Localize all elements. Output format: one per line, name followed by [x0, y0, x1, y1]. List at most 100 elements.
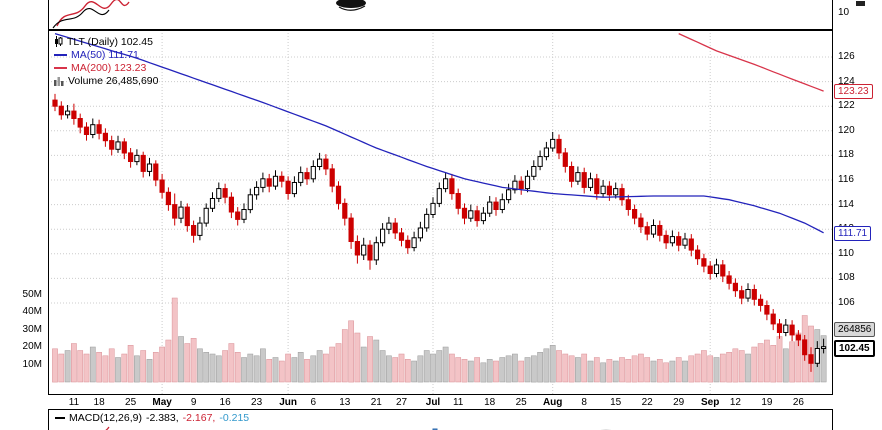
legend-symbol-label: TLT (Daily) 102.45: [67, 35, 153, 48]
candle: [688, 238, 694, 251]
price-axis-label: 114: [838, 198, 854, 210]
volume-bar: [278, 360, 285, 383]
x-axis-label: 26: [792, 397, 804, 408]
volume-bar: [499, 357, 506, 383]
price-chart-canvas[interactable]: [48, 30, 833, 395]
volume-bar: [782, 348, 789, 383]
legend-volume-row: Volume 26,485,690: [54, 74, 159, 87]
candle: [71, 110, 77, 119]
candle: [732, 282, 738, 292]
candle: [783, 324, 789, 334]
candle: [619, 188, 625, 201]
candle: [587, 178, 594, 188]
volume-bar: [335, 343, 342, 383]
candle: [443, 178, 449, 190]
candle: [707, 265, 713, 275]
legend-ma200-row: MA(200) 123.23: [54, 61, 159, 74]
candle: [348, 217, 354, 243]
volume-bar: [707, 355, 714, 383]
ma200-price-badge: 123.23: [834, 84, 873, 99]
volume-bar: [247, 353, 254, 383]
volume-bar: [656, 359, 663, 383]
x-axis-label: Jun: [279, 397, 297, 408]
volume-axis-label: 50M: [22, 288, 42, 300]
volume-bar: [461, 359, 468, 383]
candle: [52, 99, 58, 107]
volume-bar: [316, 350, 323, 383]
volume-bar: [329, 346, 336, 383]
volume-bar: [587, 360, 594, 383]
x-axis-label: 18: [93, 397, 105, 408]
volume-bar: [688, 355, 695, 383]
candle: [424, 213, 430, 229]
macd-chart-fragment[interactable]: [49, 419, 832, 430]
volume-bar: [732, 348, 739, 383]
volume-bar: [449, 353, 455, 383]
x-axis-label: 8: [581, 397, 587, 408]
price-axis-label: 126: [838, 51, 855, 62]
candle: [638, 217, 644, 228]
volume-bar: [304, 359, 310, 383]
candle: [109, 140, 115, 150]
volume-bar: [593, 357, 600, 383]
x-axis-label: 12: [729, 397, 741, 408]
candle: [222, 188, 228, 198]
x-axis-label: 19: [761, 397, 773, 408]
volume-bar: [140, 350, 147, 383]
volume-bar: [184, 343, 191, 383]
candle: [657, 225, 663, 236]
macd-signal-value: -2.167,: [182, 412, 216, 424]
legend-ma200-label: MA(200) 123.23: [71, 61, 147, 74]
volume-axis-label: 10M: [22, 358, 42, 370]
candle: [600, 185, 606, 195]
volume-bar: [644, 357, 651, 383]
candle: [115, 141, 121, 150]
candle: [543, 147, 549, 158]
volume-bar: [776, 336, 783, 383]
volume-bar: [467, 360, 474, 383]
price-axis-label: 124: [838, 75, 855, 87]
volume-bar: [83, 353, 90, 383]
volume-bar: [228, 343, 235, 383]
legend-volume-label: Volume 26,485,690: [68, 74, 159, 87]
chart-legend: TLT (Daily) 102.45 MA(50) 111.71 MA(200)…: [54, 35, 159, 87]
candle: [512, 180, 518, 191]
candle: [260, 178, 266, 188]
candle: [354, 241, 360, 256]
candle: [776, 323, 783, 333]
x-axis-label: 6: [310, 397, 317, 408]
candle: [241, 209, 247, 220]
volume-bar: [134, 355, 140, 383]
candle: [380, 228, 386, 244]
volume-bar: [108, 348, 115, 383]
candle: [468, 210, 474, 219]
volume-bar: [631, 355, 638, 383]
candlestick-icon: [54, 36, 63, 47]
volume-bar: [638, 353, 644, 383]
macd-value: -2.383,: [145, 412, 179, 424]
ma50-price-badge: 111.71: [834, 226, 872, 241]
volume-bar: [493, 360, 499, 383]
volume-axis-label: 40M: [22, 306, 42, 317]
volume-bar: [253, 355, 260, 383]
volume-bar: [341, 329, 348, 383]
x-axis-label: 29: [673, 397, 685, 408]
last-price-badge: 102.45: [834, 340, 875, 357]
x-axis-label: 25: [125, 397, 137, 408]
volume-bar: [505, 355, 512, 383]
volume-bar: [575, 357, 581, 383]
candle: [398, 232, 405, 241]
candle: [191, 225, 197, 236]
x-axis-label: 21: [370, 397, 382, 408]
x-axis-label: 18: [484, 397, 496, 408]
volume-bar: [625, 359, 632, 383]
candle: [770, 313, 776, 325]
volume-bar: [115, 357, 121, 383]
volume-bar: [480, 362, 487, 383]
price-axis-label: 118: [838, 149, 854, 161]
volume-bars-icon: [54, 76, 64, 86]
candle: [669, 236, 675, 244]
candle: [184, 206, 190, 227]
volume-bar: [474, 357, 480, 383]
volume-bar: [297, 352, 304, 383]
